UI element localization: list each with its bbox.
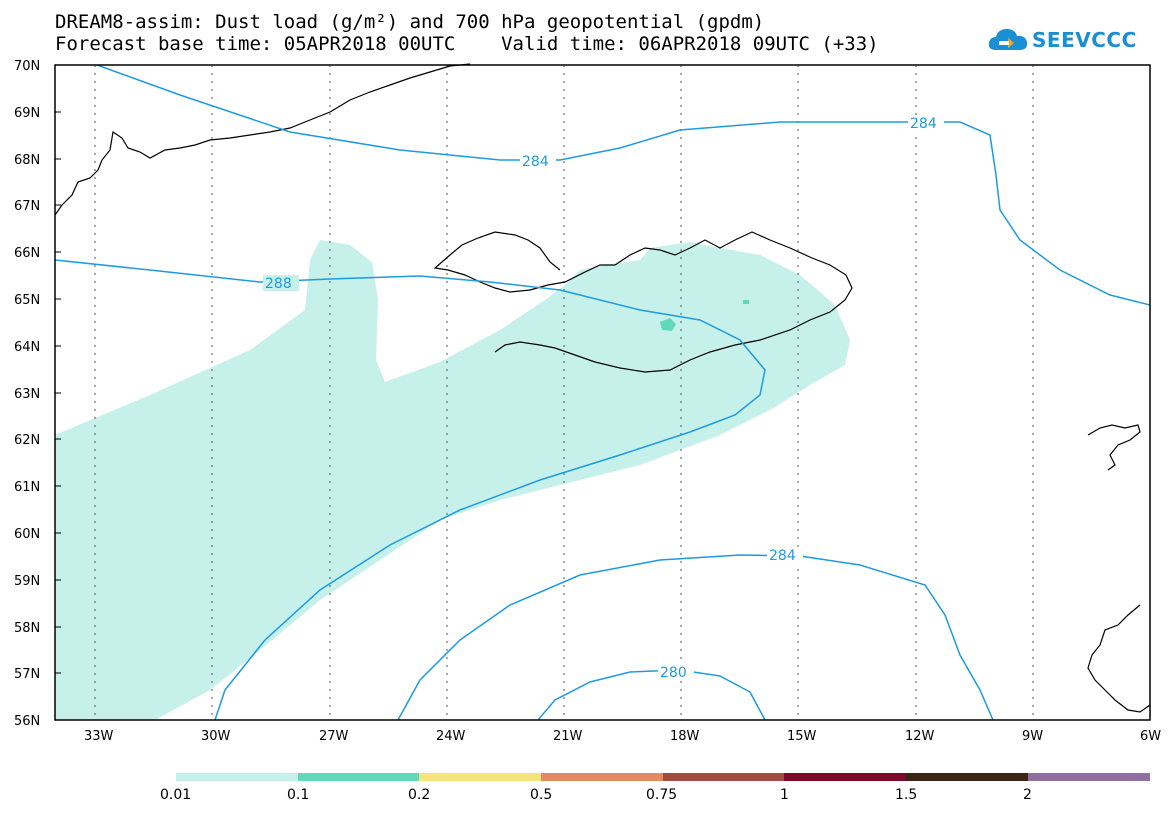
lon-label: 6W — [1140, 729, 1161, 744]
greenland-coast — [54, 63, 471, 216]
dust-spot — [660, 318, 676, 331]
dust-spot-small — [743, 300, 749, 304]
iceland-coast — [433, 231, 853, 373]
cloud-logo-icon — [988, 29, 1028, 50]
contour-labels: 284 284 288 284 280 — [263, 115, 944, 681]
lon-label: 12W — [905, 729, 935, 744]
colorbar-label: 0.75 — [646, 787, 677, 803]
graticule — [94, 65, 1034, 720]
lat-label: 61N — [14, 480, 40, 495]
colorbar-swatch — [906, 773, 1028, 781]
contour-label-284-c: 284 — [769, 548, 796, 564]
contour-288 — [54, 259, 766, 721]
lon-label: 27W — [319, 729, 349, 744]
lon-label: 15W — [787, 729, 817, 744]
lon-label: 21W — [553, 729, 583, 744]
lat-ticks — [55, 64, 61, 721]
colorbar-label: 0.01 — [160, 787, 191, 803]
logo-text: SEEVCCC — [1032, 28, 1137, 52]
colorbar-label: 0.5 — [530, 787, 552, 803]
lon-label: 18W — [670, 729, 700, 744]
lat-label: 68N — [14, 153, 40, 168]
map-title-line1: DREAM8-assim: Dust load (g/m²) and 700 h… — [55, 11, 765, 33]
lon-label: 9W — [1022, 729, 1043, 744]
lat-label: 66N — [14, 246, 40, 261]
lat-label: 69N — [14, 106, 40, 121]
seevccc-logo: SEEVCCC — [988, 24, 1138, 56]
dust-plume-area — [55, 240, 850, 720]
colorbar-label: 1.5 — [895, 787, 917, 803]
colorbar-swatch — [784, 773, 906, 781]
coastlines — [54, 63, 1151, 713]
colorbar-swatch — [541, 773, 663, 781]
lat-label: 57N — [14, 667, 40, 682]
lat-label: 67N — [14, 199, 40, 214]
faroe-coast — [1087, 424, 1141, 471]
contour-label-288: 288 — [265, 276, 292, 292]
colorbar-swatch — [298, 773, 419, 781]
contour-284-north — [96, 64, 1151, 306]
contour-280 — [537, 669, 766, 721]
contour-label-280: 280 — [660, 665, 687, 681]
lat-labels: 70N 69N 68N 67N 66N 65N 64N 63N 62N 61N … — [14, 59, 40, 729]
lat-label: 62N — [14, 433, 40, 448]
contour-label-284-a: 284 — [522, 154, 549, 170]
colorbar-swatch — [176, 773, 298, 781]
lon-label: 30W — [201, 729, 231, 744]
lat-label: 65N — [14, 293, 40, 308]
colorbar-label: 0.1 — [287, 787, 309, 803]
lat-label: 59N — [14, 574, 40, 589]
lon-labels: 33W 30W 27W 24W 21W 18W 15W 12W 9W 6W — [84, 729, 1161, 744]
colorbar-swatch — [419, 773, 541, 781]
colorbar-label: 2 — [1023, 787, 1032, 803]
lon-label: 24W — [436, 729, 466, 744]
colorbar-swatch — [1028, 773, 1150, 781]
scotland-coast — [1087, 604, 1151, 713]
lat-label: 70N — [14, 59, 40, 74]
colorbar-label: 0.2 — [408, 787, 430, 803]
colorbar-label: 1 — [780, 787, 789, 803]
colorbar-swatch — [663, 773, 784, 781]
lat-label: 60N — [14, 527, 40, 542]
lat-label: 63N — [14, 387, 40, 402]
lon-label: 33W — [84, 729, 114, 744]
lat-label: 58N — [14, 621, 40, 636]
lat-label: 56N — [14, 714, 40, 729]
contour-284-south — [397, 554, 994, 721]
colorbar: 0.01 0.1 0.2 0.5 0.75 1 1.5 2 — [160, 773, 1150, 803]
lat-label: 64N — [14, 340, 40, 355]
contour-label-284-b: 284 — [910, 116, 937, 132]
map-title-line2: Forecast base time: 05APR2018 00UTC Vali… — [55, 33, 879, 55]
